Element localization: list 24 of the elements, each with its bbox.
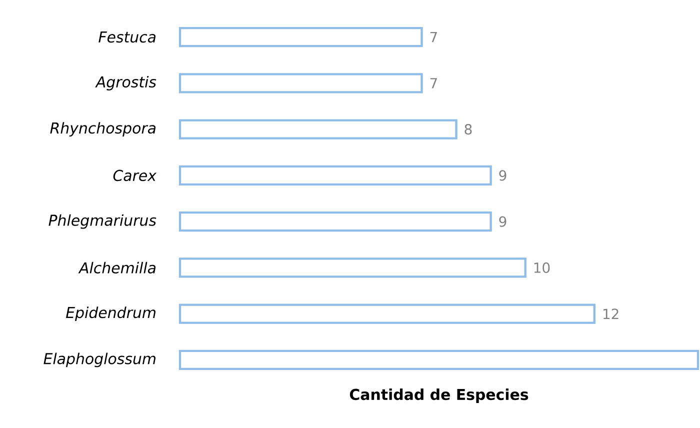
x-axis-title: Cantidad de Especies xyxy=(350,388,528,403)
data-label: 9 xyxy=(499,170,506,181)
bar xyxy=(178,26,423,48)
bar xyxy=(178,165,492,186)
data-label: 8 xyxy=(464,124,472,135)
data-label: 7 xyxy=(430,32,437,42)
bar xyxy=(178,73,423,94)
y-tick-label: Carex xyxy=(113,170,157,182)
y-tick-label: Festuca xyxy=(98,32,156,43)
y-tick-label: Elaphoglossum xyxy=(44,352,156,368)
y-tick-label: Rhynchospora xyxy=(50,122,156,137)
bar xyxy=(178,350,700,370)
bar xyxy=(178,304,596,324)
data-label: 9 xyxy=(499,216,506,227)
data-label: 10 xyxy=(534,262,550,273)
y-tick-label: Agrostis xyxy=(95,76,156,90)
data-label: 7 xyxy=(430,78,437,88)
y-tick-label: Epidendrum xyxy=(66,306,156,322)
bar xyxy=(178,211,492,232)
y-tick-label: Alchemilla xyxy=(78,262,156,274)
bar xyxy=(178,119,458,140)
bar xyxy=(178,258,526,278)
y-tick-label: Phlegmariurus xyxy=(48,214,156,229)
data-label: 12 xyxy=(603,308,618,319)
